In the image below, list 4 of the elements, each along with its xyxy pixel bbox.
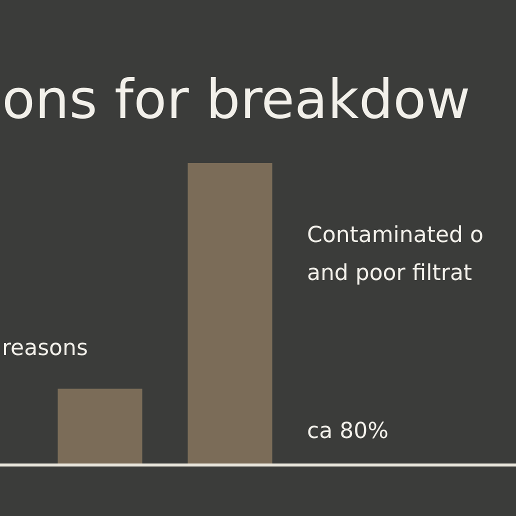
chart-title: ons for breakdow	[2, 68, 470, 131]
text: Contaminated o and poor filtrat	[307, 223, 484, 286]
annotation: reasons	[2, 336, 88, 361]
text: ca 80%	[307, 419, 388, 444]
